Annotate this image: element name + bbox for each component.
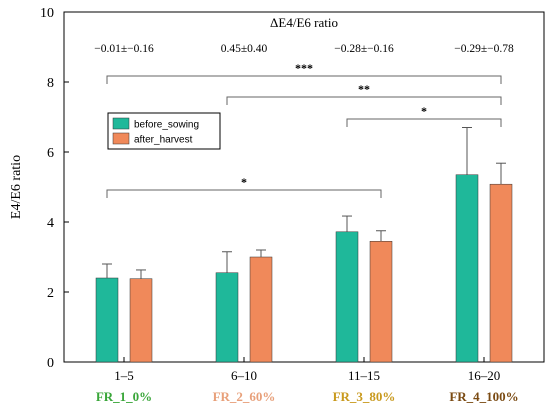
- labels: 1–5 FR_1_0% −0.01±−0.16 6–10 FR_2_60% 0.45±0.…: [94, 43, 518, 404]
- y-tick-label: 0: [47, 356, 54, 371]
- significance-label: ***: [295, 61, 313, 75]
- delta-label: −0.01±−0.16: [94, 43, 154, 55]
- legend: before_sowing after_harvest: [107, 112, 221, 150]
- significance-label: *: [241, 175, 247, 189]
- group-label: FR_1_0%: [96, 389, 152, 404]
- y-tick-label: 8: [47, 76, 54, 91]
- y-tick-label: 2: [47, 286, 54, 301]
- plot-frame: [63, 11, 545, 363]
- x-tick-label: 16–20: [468, 368, 501, 383]
- axes: 0 2 4 6 8 10 E4/E6 ratio ΔE4/E6 ratio: [9, 6, 545, 371]
- x-tick-label: 6–10: [231, 368, 257, 383]
- bar-after_harvest-2: [249, 256, 273, 363]
- delta-label: −0.28±−0.16: [334, 43, 394, 55]
- y-axis-label: E4/E6 ratio: [9, 155, 24, 219]
- legend-label: before_sowing: [134, 120, 199, 131]
- bar-after_harvest-3: [369, 241, 393, 363]
- y-tick-label: 6: [47, 146, 54, 161]
- bar-after_harvest-4: [489, 183, 513, 363]
- group-label: FR_2_60%: [213, 389, 276, 404]
- legend-swatch: [112, 132, 130, 145]
- legend-swatch: [112, 117, 130, 130]
- significance-brackets: *******: [106, 61, 502, 198]
- bars: [95, 174, 513, 363]
- significance-bracket: [106, 189, 382, 198]
- significance-label: **: [358, 82, 370, 96]
- delta-label: 0.45±0.40: [221, 43, 268, 55]
- delta-label: −0.29±−0.78: [454, 43, 514, 55]
- group-label: FR_4_100%: [449, 389, 518, 404]
- significance-bracket: [106, 75, 502, 84]
- x-tick-label: 1–5: [114, 368, 134, 383]
- bar-before_sowing-2: [215, 272, 239, 363]
- chart-title: ΔE4/E6 ratio: [270, 15, 338, 30]
- bar-before_sowing-3: [335, 231, 359, 363]
- significance-bracket: [226, 96, 502, 105]
- legend-label: after_harvest: [134, 135, 193, 146]
- bar-before_sowing-4: [455, 174, 479, 363]
- group-label: FR_3_80%: [333, 389, 396, 404]
- bar-after_harvest-1: [129, 278, 153, 363]
- x-tick-label: 11–15: [348, 368, 380, 383]
- y-tick-label: 4: [47, 216, 54, 231]
- y-tick-label: 10: [40, 6, 54, 21]
- significance-bracket: [346, 118, 502, 127]
- error-bars: [102, 127, 506, 279]
- significance-label: *: [421, 104, 427, 118]
- bar-before_sowing-1: [95, 277, 119, 363]
